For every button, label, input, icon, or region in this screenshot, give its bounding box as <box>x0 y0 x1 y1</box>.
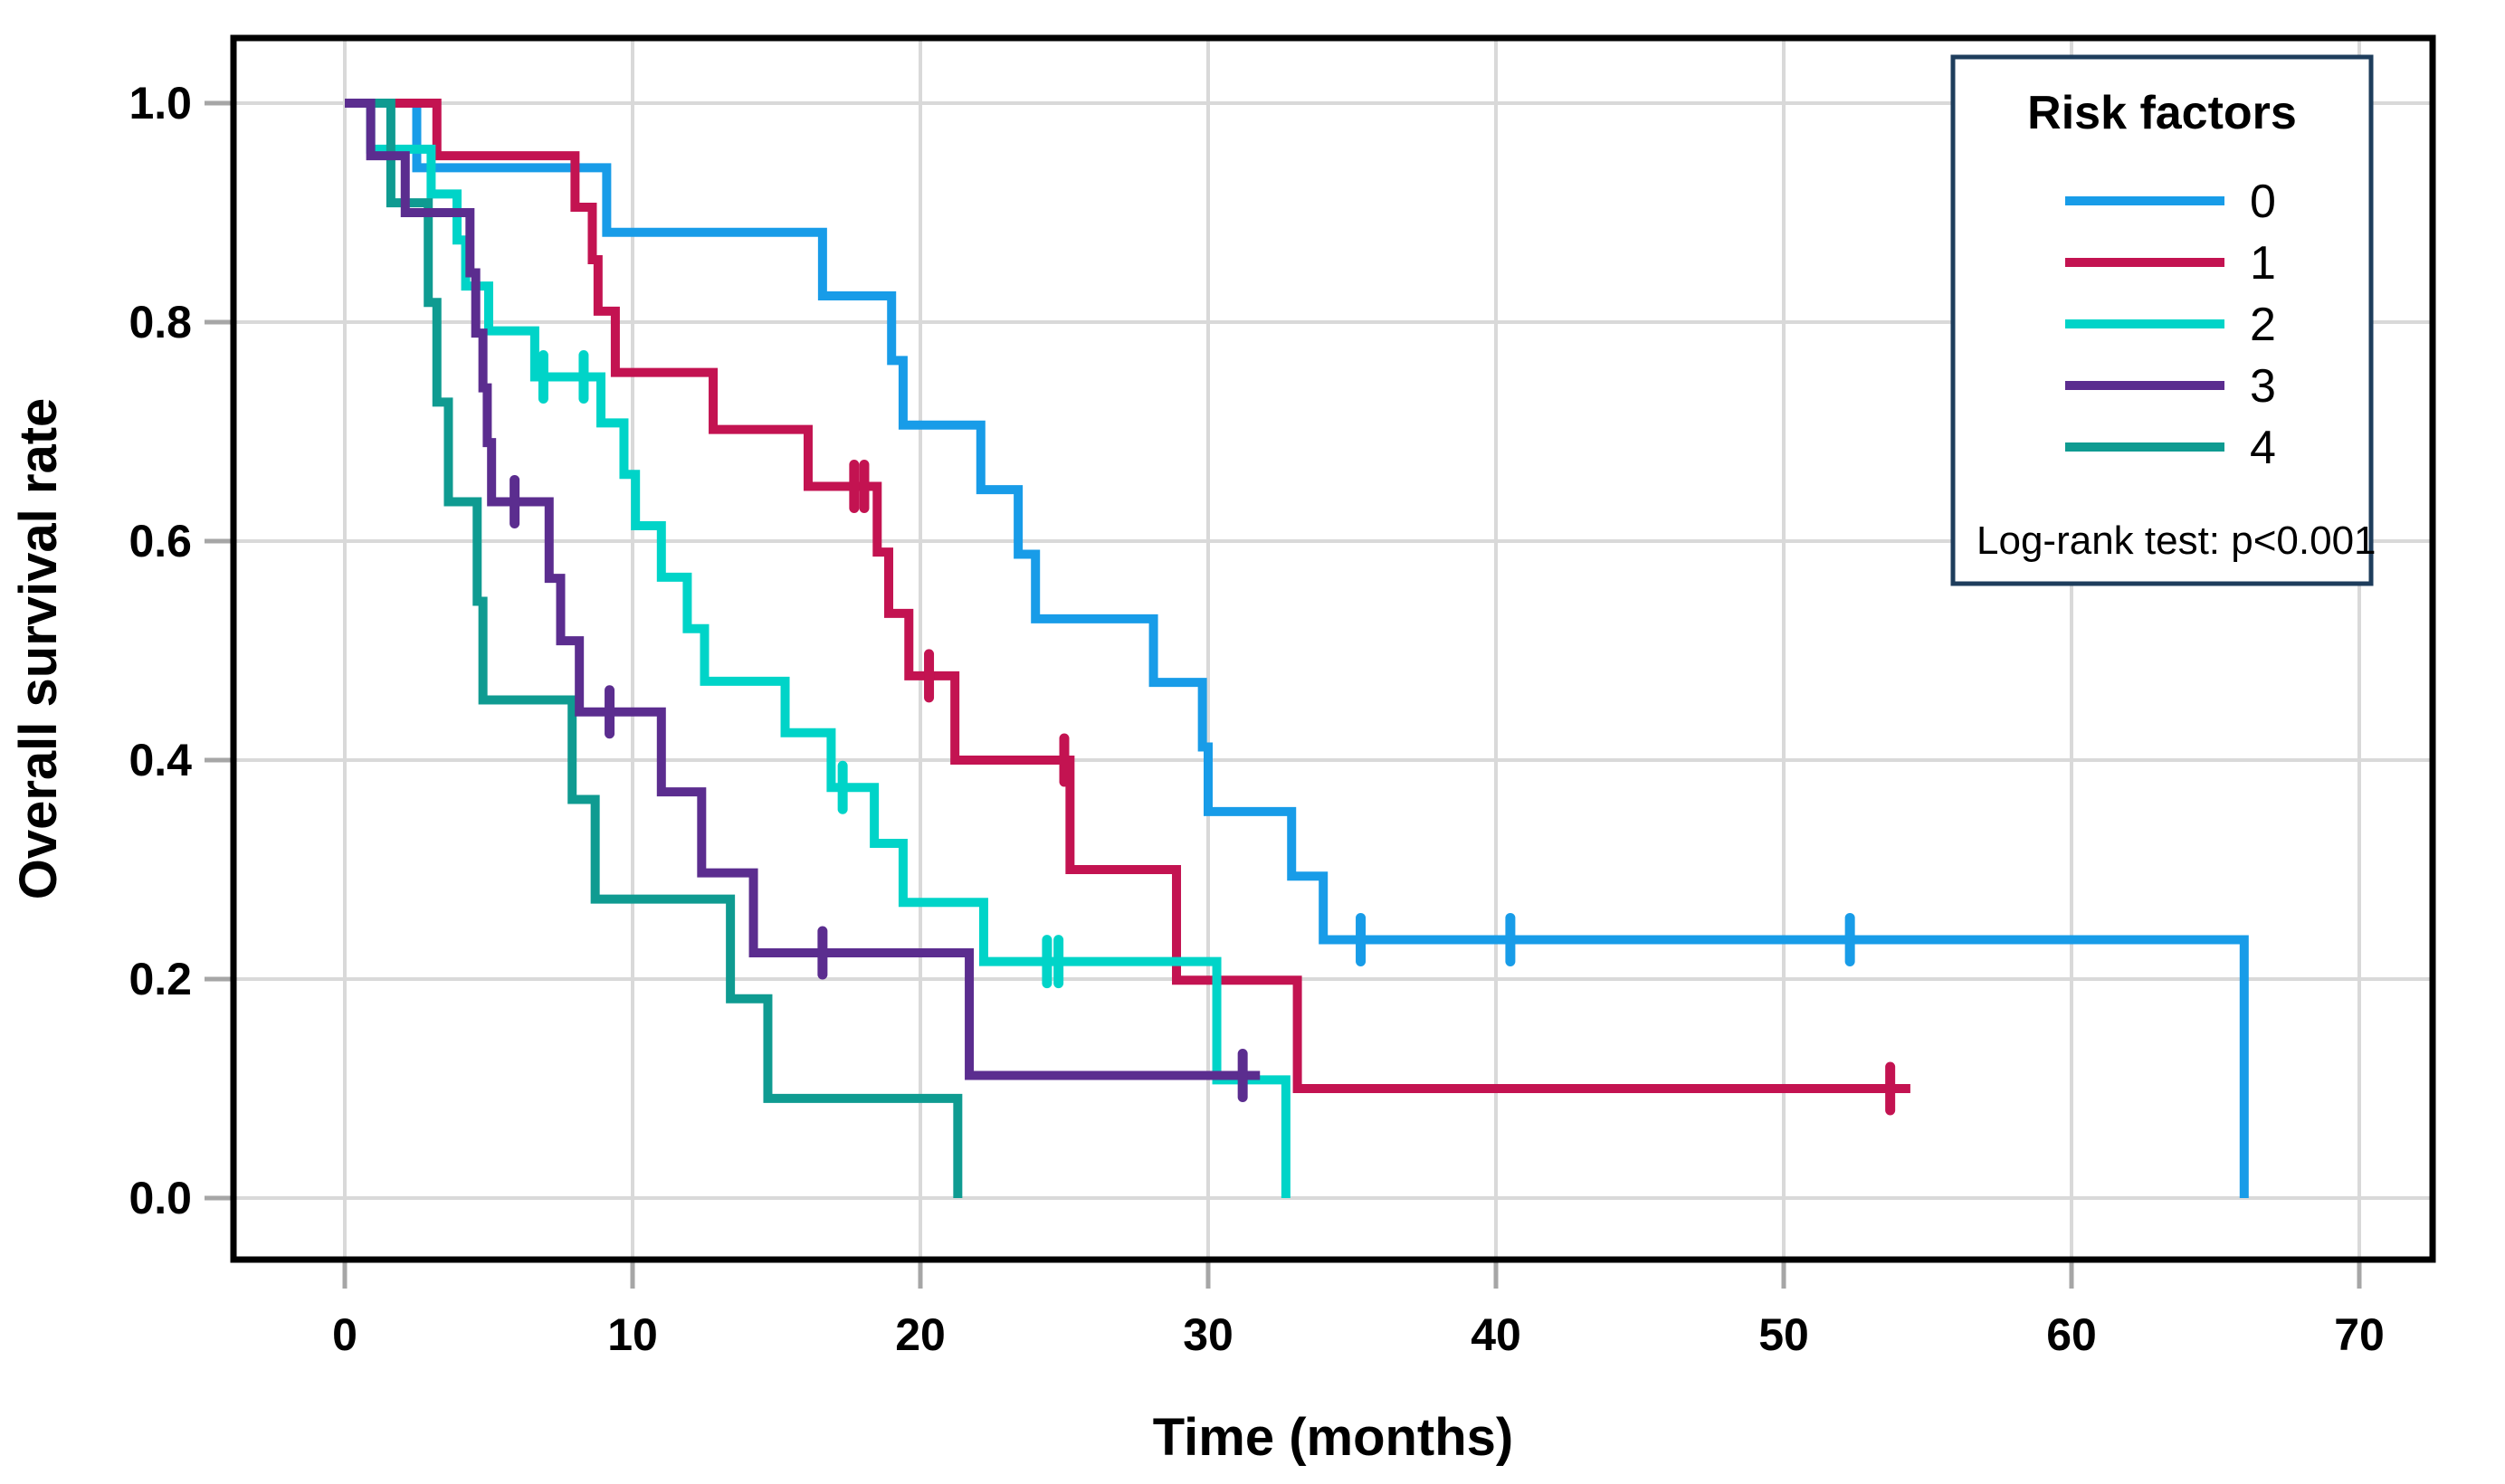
x-tick-label: 60 <box>2046 1309 2097 1360</box>
legend: Risk factors 0 1 2 3 4 Log-rank test: p<… <box>1950 54 2376 586</box>
x-tick-label: 0 <box>332 1309 357 1360</box>
survival-curves <box>345 99 2249 1198</box>
legend-label-risk-0: 0 <box>2250 176 2276 228</box>
legend-label-risk-4: 4 <box>2250 422 2276 474</box>
legend-label-risk-2: 2 <box>2250 299 2276 351</box>
x-axis-title: Time (months) <box>1153 1408 1514 1467</box>
legend-label-risk-3: 3 <box>2250 360 2276 413</box>
survival-curve-risk-3 <box>345 99 1261 1080</box>
axis-ticks <box>205 100 2362 1289</box>
x-tick-label: 30 <box>1183 1309 1233 1360</box>
legend-note-logrank: Log-rank test: p<0.001 <box>1976 518 2376 563</box>
y-tick-label: 0.4 <box>129 735 192 785</box>
survival-curve-risk-2 <box>345 99 1291 1198</box>
y-tick-label: 0.8 <box>129 297 192 347</box>
legend-item-risk-2: 2 <box>2065 299 2276 351</box>
y-axis-title: Overall survival rate <box>9 398 68 900</box>
survival-curve-risk-4 <box>345 99 963 1198</box>
y-tick-label: 0.2 <box>129 954 192 1004</box>
x-tick-label: 50 <box>1758 1309 1809 1360</box>
survival-curve-risk-1 <box>345 99 1910 1093</box>
legend-item-risk-4: 4 <box>2065 422 2276 474</box>
legend-item-risk-0: 0 <box>2065 176 2276 228</box>
y-tick-label: 0.0 <box>129 1173 192 1223</box>
plot-frame <box>230 34 2436 1263</box>
censor-marks <box>510 350 1896 1116</box>
legend-title: Risk factors <box>2027 87 2297 139</box>
legend-item-risk-3: 3 <box>2065 360 2276 413</box>
y-tick-labels: 0.0 0.2 0.4 0.6 0.8 1.0 <box>129 78 192 1223</box>
legend-item-risk-1: 1 <box>2065 237 2276 290</box>
y-tick-label: 0.6 <box>129 516 192 566</box>
y-tick-label: 1.0 <box>129 78 192 128</box>
x-tick-label: 40 <box>1471 1309 1521 1360</box>
survival-curve-risk-0 <box>345 99 2249 1198</box>
legend-label-risk-1: 1 <box>2250 237 2276 290</box>
x-tick-label: 20 <box>895 1309 946 1360</box>
x-tick-label: 10 <box>607 1309 658 1360</box>
x-tick-label: 70 <box>2334 1309 2385 1360</box>
x-tick-labels: 0 10 20 30 40 50 60 70 <box>332 1309 2385 1360</box>
